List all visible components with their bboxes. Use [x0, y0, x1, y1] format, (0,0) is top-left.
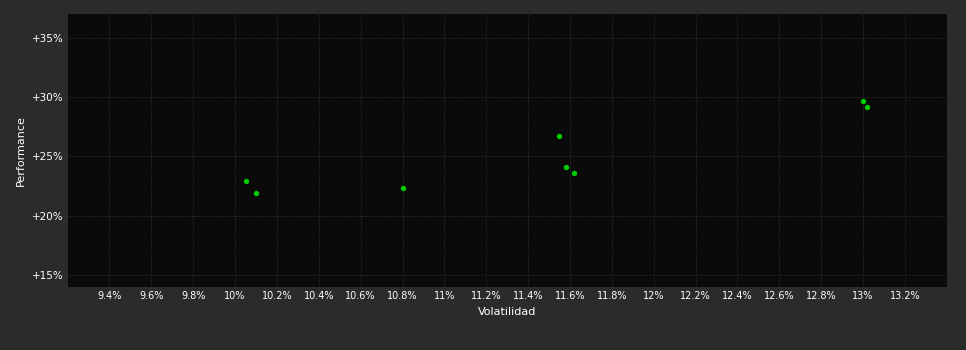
Point	[552, 133, 567, 139]
Point	[238, 178, 253, 183]
Point	[248, 190, 264, 195]
Point	[395, 185, 411, 191]
X-axis label: Volatilidad: Volatilidad	[478, 307, 536, 317]
Point	[566, 170, 582, 176]
Point	[855, 98, 870, 104]
Point	[860, 104, 875, 110]
Y-axis label: Performance: Performance	[16, 115, 26, 186]
Point	[558, 164, 574, 169]
